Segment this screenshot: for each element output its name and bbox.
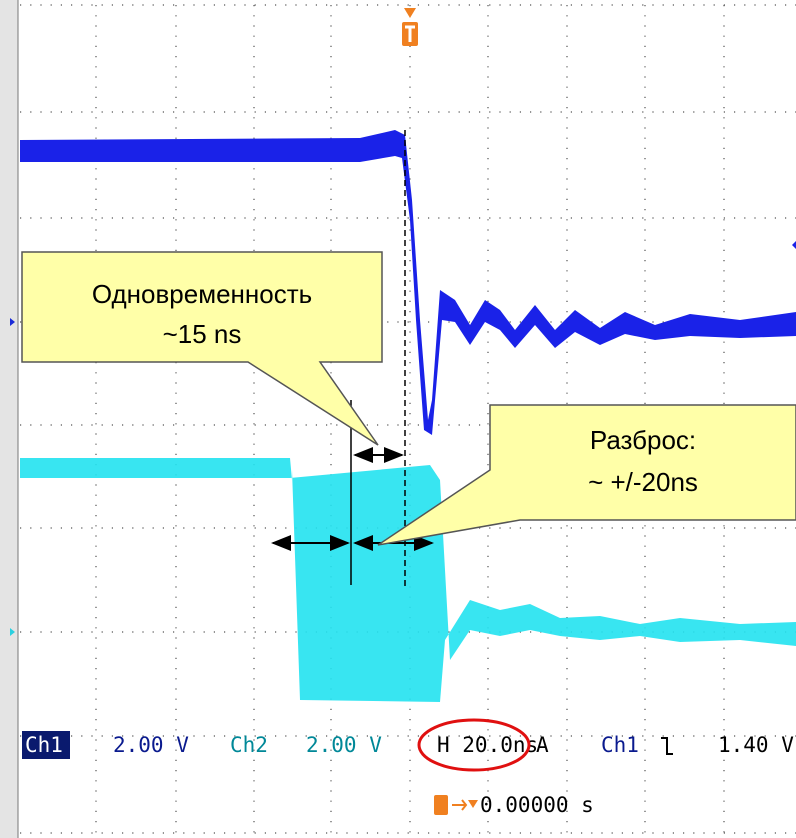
trigger-source: Ch1 (601, 733, 639, 757)
ch2-label: Ch2 (230, 733, 268, 757)
trigger-level: 1.40 V (718, 733, 794, 757)
callout-text: ~ +/-20ns (588, 467, 698, 497)
trigger-position: 0.00000 s (480, 793, 594, 817)
callout-text: Одновременность (92, 279, 312, 309)
callout-text: Разброс: (590, 425, 696, 455)
trigger-pos-icon (434, 795, 448, 815)
trigger-mode: A (536, 733, 549, 757)
oscilloscope-screen: Одновременность ~15 ns Разброс: ~ +/-20n… (0, 0, 796, 838)
timebase: H 20.0ns (437, 733, 538, 757)
side-bar (0, 0, 18, 838)
ch1-label: Ch1 (25, 733, 63, 757)
callout-text: ~15 ns (163, 319, 242, 349)
ch2-scale: 2.00 V (306, 733, 382, 757)
ch1-scale: 2.00 V (113, 733, 189, 757)
